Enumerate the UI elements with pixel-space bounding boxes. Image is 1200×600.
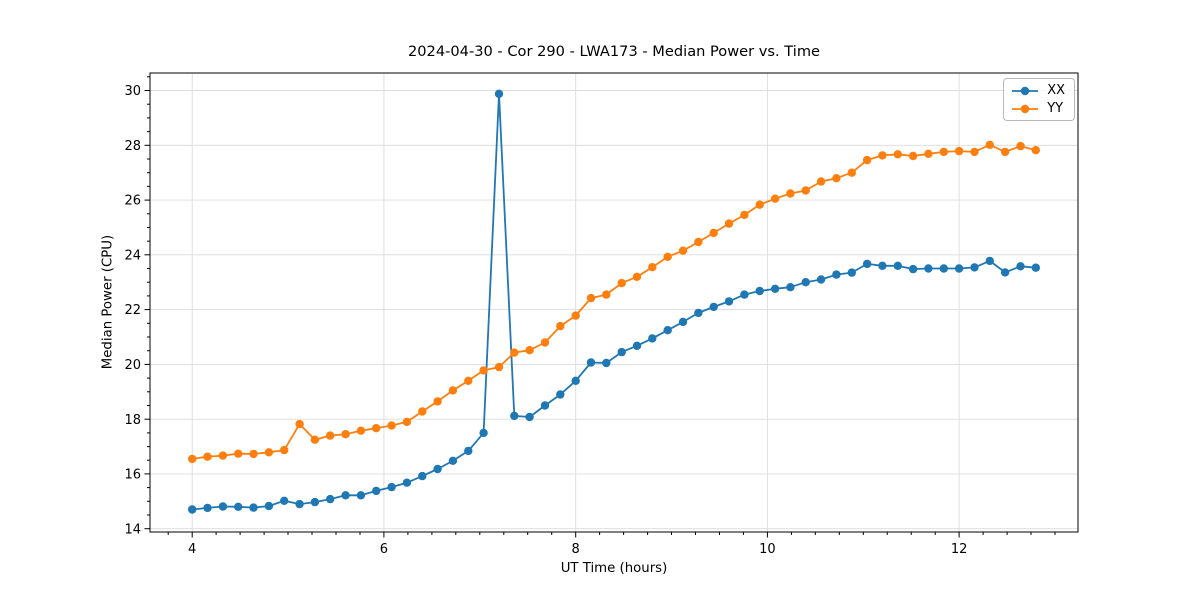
svg-text:16: 16 [124, 467, 141, 482]
svg-text:24: 24 [124, 248, 141, 263]
legend: XX YY [1003, 78, 1075, 121]
svg-text:26: 26 [124, 194, 141, 209]
plot-border [149, 72, 1079, 533]
x-axis: 4 6 8 10 12 [167, 532, 1056, 557]
svg-text:30: 30 [124, 84, 141, 99]
svg-text:12: 12 [951, 542, 968, 557]
svg-text:8: 8 [572, 542, 580, 557]
legend-item-yy: YY [1011, 101, 1065, 116]
svg-text:14: 14 [124, 522, 141, 537]
svg-text:22: 22 [124, 303, 141, 318]
grid [150, 73, 1078, 532]
legend-label-xx: XX [1047, 83, 1065, 98]
svg-text:18: 18 [124, 413, 141, 428]
y-axis: 14 16 18 20 22 24 26 28 30 [124, 76, 150, 537]
series-yy [188, 140, 1041, 464]
x-axis-label: UT Time (hours) [560, 561, 668, 576]
series-xx [188, 89, 1041, 514]
svg-text:4: 4 [188, 542, 196, 557]
chart-title: 2024-04-30 - Cor 290 - LWA173 - Median P… [407, 43, 821, 60]
y-axis-label: Median Power (CPU) [100, 234, 116, 370]
legend-label-yy: YY [1047, 101, 1064, 116]
legend-line-marker-yy-icon [1012, 104, 1039, 113]
legend-line-marker-xx-icon [1012, 86, 1039, 95]
svg-text:28: 28 [124, 139, 141, 154]
svg-text:6: 6 [380, 542, 388, 557]
svg-text:20: 20 [124, 358, 141, 373]
legend-item-xx: XX [1011, 83, 1065, 98]
svg-text:10: 10 [759, 542, 776, 557]
